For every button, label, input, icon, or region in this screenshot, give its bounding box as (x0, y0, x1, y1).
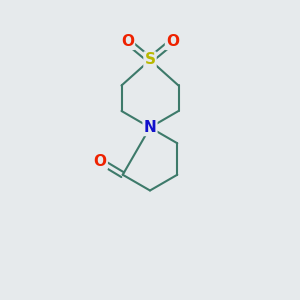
Text: O: O (94, 154, 107, 169)
Text: O: O (121, 34, 134, 49)
Text: O: O (166, 34, 179, 49)
Text: N: N (144, 120, 156, 135)
Text: S: S (145, 52, 155, 68)
